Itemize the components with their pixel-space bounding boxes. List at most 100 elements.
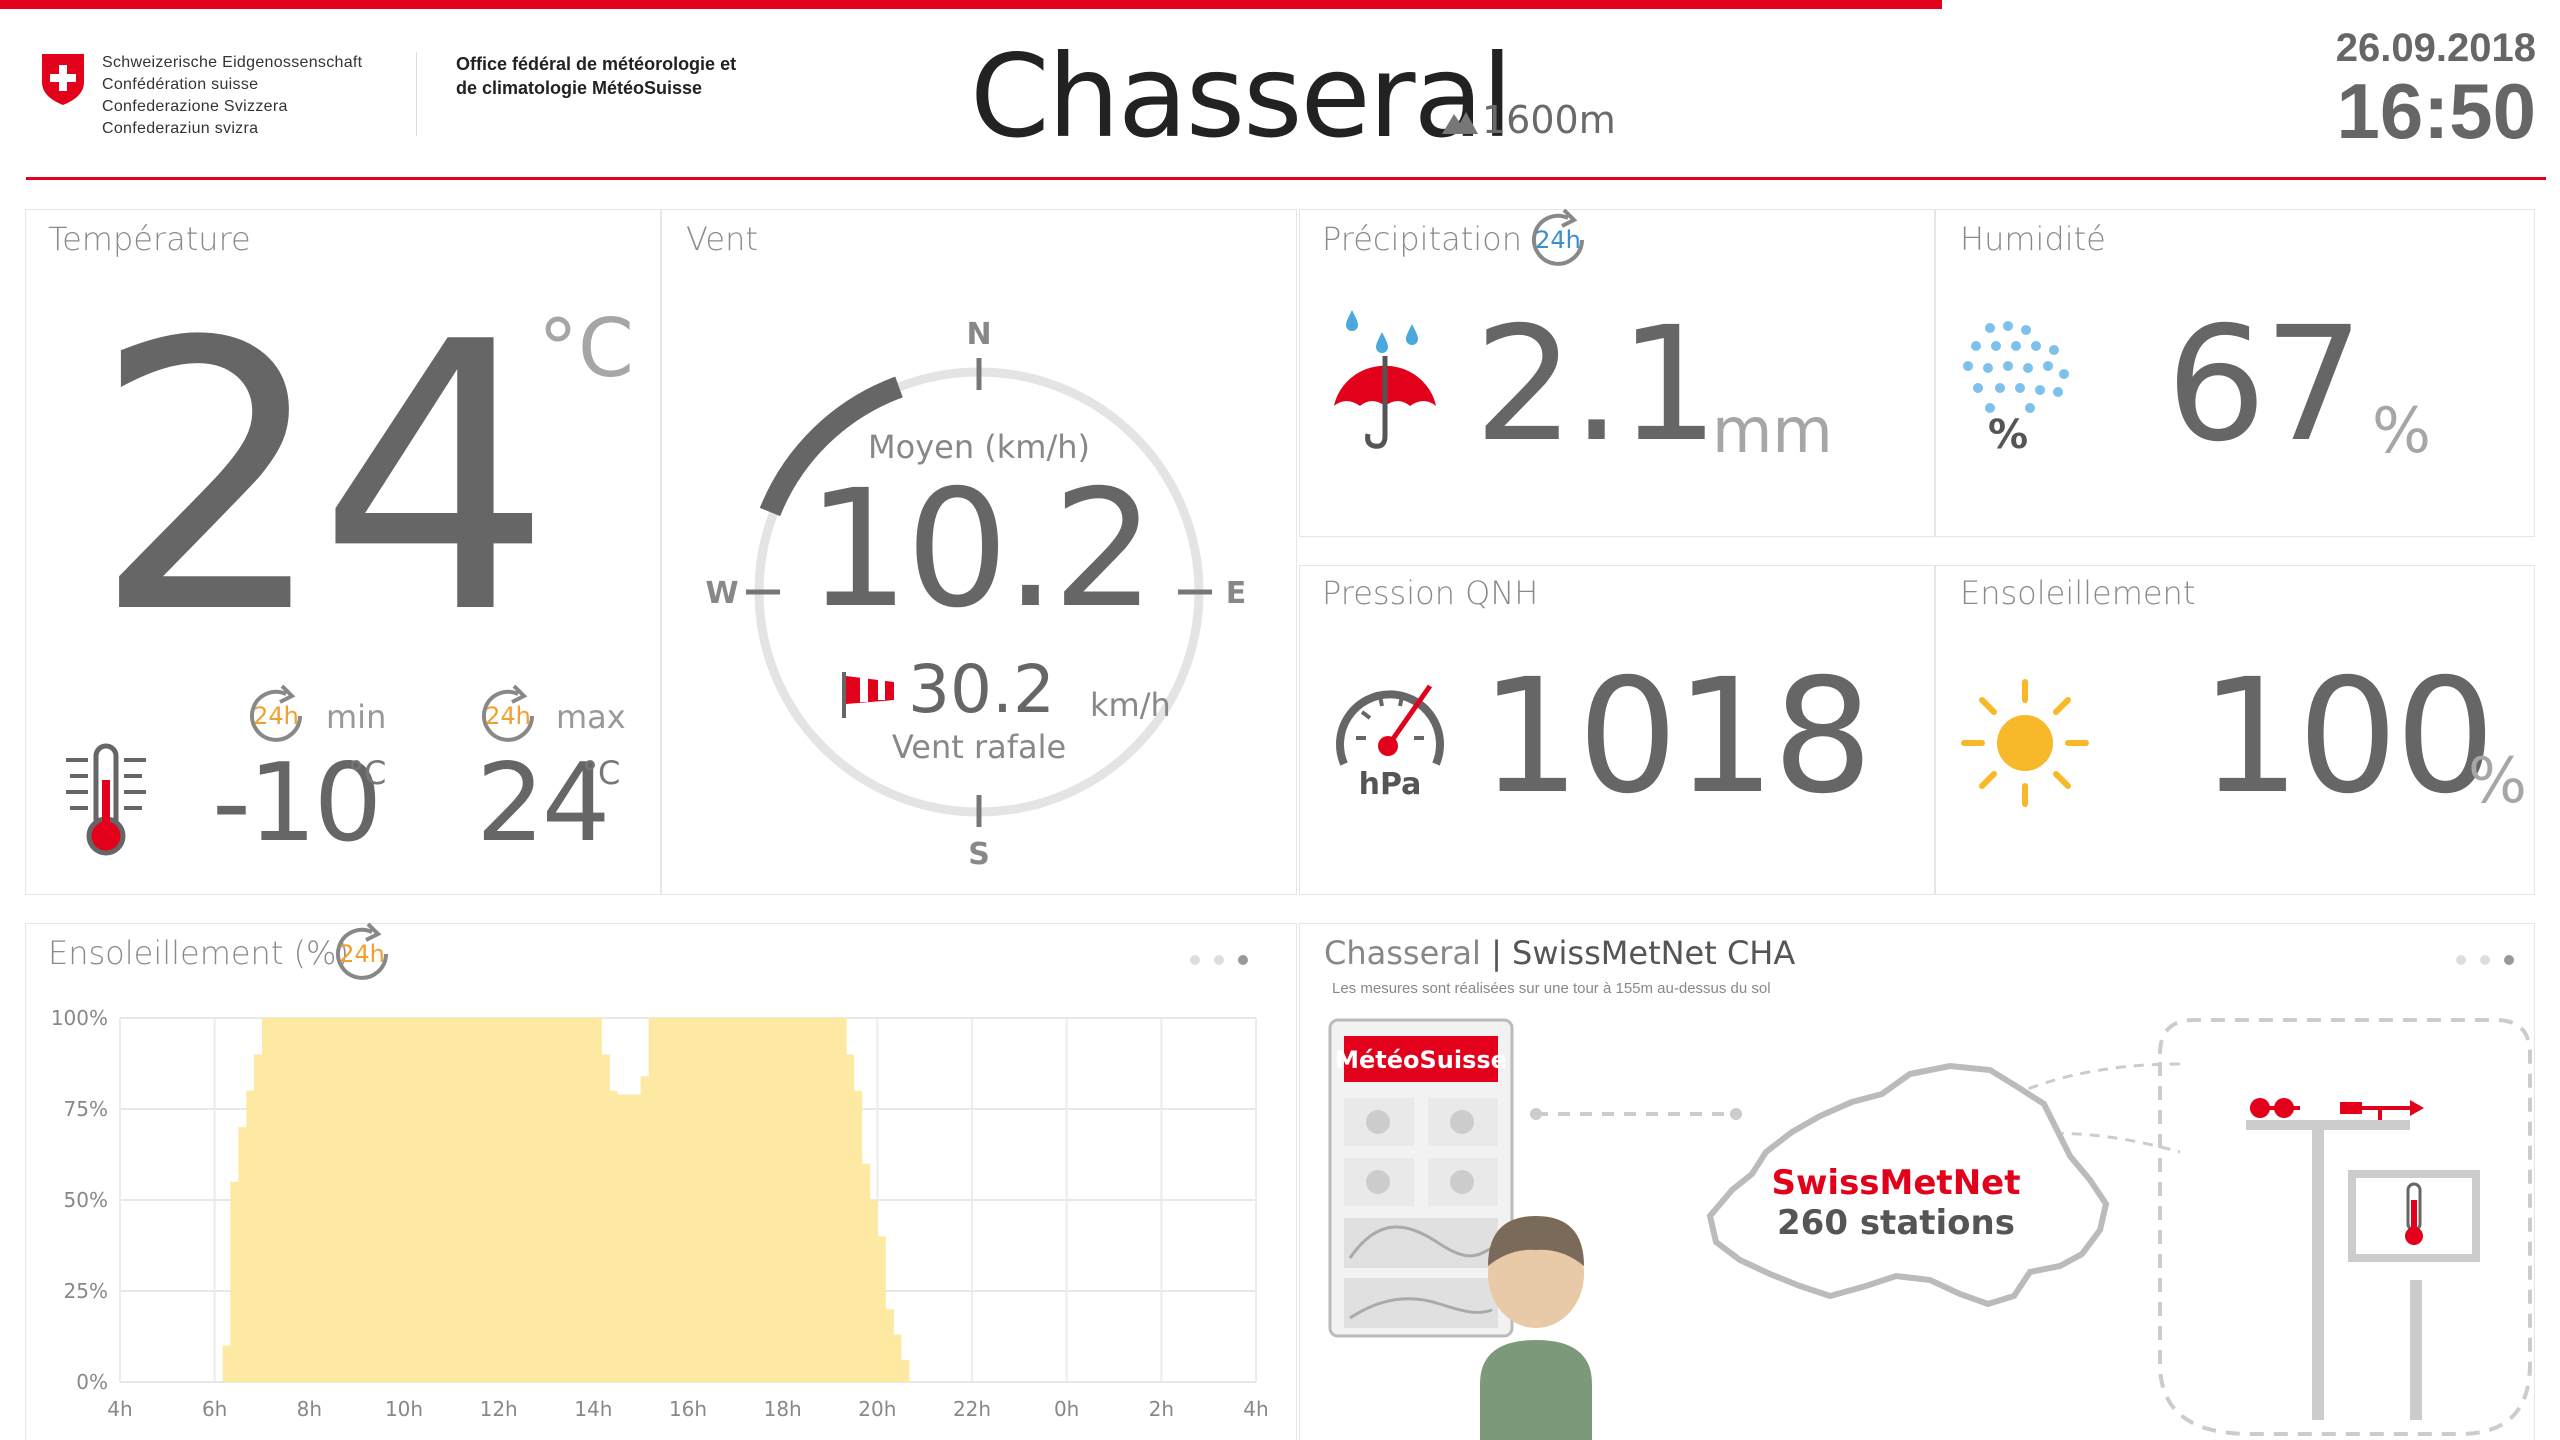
chart-bar — [664, 1018, 673, 1382]
chart-bar — [546, 1018, 555, 1382]
humidity-value: 67 — [2166, 293, 2364, 477]
confederation-line: Confederazione Svizzera — [102, 98, 288, 115]
temperature-panel: Température 24 °C 24h min -10 °C 24h max… — [26, 210, 660, 894]
confederation-line: Confederaziun svizra — [102, 120, 259, 137]
max-period: 24h — [485, 702, 531, 730]
humidity-panel: Humidité % 67 % — [1936, 210, 2534, 536]
max-label: max — [556, 698, 626, 736]
chart-x-tick-label: 10h — [385, 1397, 423, 1421]
chart-bar — [625, 1094, 634, 1382]
sunshine-unit: % — [2468, 744, 2527, 817]
chart-bar — [285, 1018, 295, 1382]
sun-icon — [1961, 679, 2089, 807]
carousel-dot[interactable] — [2480, 955, 2490, 965]
chart-bar — [451, 1018, 460, 1382]
network-illustration: MétéoSuisse SwissMetNet 260 stations — [1328, 1018, 2532, 1440]
chart-bar — [735, 1018, 744, 1382]
chart-bar — [750, 1018, 760, 1382]
chart-x-tick-label: 2h — [1149, 1397, 1174, 1421]
wind-label: Vent — [686, 220, 758, 258]
carousel-dots[interactable] — [1176, 952, 1248, 970]
chart-x-tick-label: 8h — [297, 1397, 322, 1421]
network-subtitle: Les mesures sont réalisées sur une tour … — [1332, 980, 1771, 997]
chart-x-tick-label: 16h — [669, 1397, 707, 1421]
sunshine-value: 100 — [2200, 645, 2496, 829]
min-unit: °C — [348, 754, 387, 792]
humidity-unit: % — [2372, 394, 2431, 467]
wind-gust-unit: km/h — [1090, 686, 1171, 724]
chart-bar — [388, 1018, 397, 1382]
chart-bar — [522, 1018, 531, 1382]
chart-bar — [238, 1127, 247, 1382]
windsock-icon — [842, 672, 894, 718]
chart-x-tick-label: 22h — [953, 1397, 991, 1421]
chart-bar — [632, 1094, 642, 1382]
chart-bar — [608, 1090, 618, 1382]
chart-bar — [601, 1054, 610, 1382]
chart-x-tick-label: 4h — [107, 1397, 132, 1421]
chart-bar — [317, 1018, 326, 1382]
max-unit: °C — [582, 754, 621, 792]
chart-bar — [688, 1018, 697, 1382]
temperature-label: Température — [48, 220, 251, 258]
header-divider — [416, 52, 417, 136]
chart-bar — [656, 1018, 665, 1382]
chart-bar — [380, 1018, 389, 1382]
precipitation-period: 24h — [1535, 226, 1581, 254]
network-station-count: 260 stations — [1777, 1203, 2015, 1243]
network-name: SwissMetNet — [1772, 1163, 2021, 1203]
chart-x-tick-label: 4h — [1243, 1397, 1268, 1421]
chart-bar — [333, 1018, 342, 1382]
wind-panel: Vent N S W E Moyen (km/h) 10.2 30.2 km/h… — [662, 210, 1296, 894]
wind-mean-value: 10.2 — [806, 456, 1156, 644]
compass-north: N — [966, 317, 991, 352]
chart-bar — [767, 1018, 776, 1382]
carousel-dot[interactable] — [1214, 955, 1224, 965]
compass-east: E — [1226, 576, 1247, 611]
chart-bar — [466, 1018, 476, 1382]
chart-bar — [861, 1163, 871, 1382]
chart-bar — [838, 1018, 847, 1382]
chart-bar — [222, 1345, 232, 1382]
chart-bar — [798, 1018, 807, 1382]
temperature-value: 24 — [92, 265, 553, 695]
chart-bar — [435, 1018, 445, 1382]
chart-bar — [711, 1018, 721, 1382]
chart-bar — [759, 1018, 768, 1382]
compass-west: W — [705, 576, 738, 611]
chart-bar — [648, 1018, 658, 1382]
carousel-dot[interactable] — [1190, 955, 1200, 965]
carousel-dots[interactable] — [2442, 952, 2514, 970]
carousel-dot-active[interactable] — [2504, 955, 2514, 965]
barometer-icon: hPa — [1336, 684, 1444, 800]
confederation-names: Schweizerische Eidgenossenschaft Confédé… — [102, 52, 362, 140]
chart-bar — [356, 1018, 366, 1382]
chart-bar — [885, 1309, 894, 1382]
chart-bar — [577, 1018, 587, 1382]
confederation-line: Schweizerische Eidgenossenschaft — [102, 54, 363, 71]
chart-y-tick-label: 75% — [64, 1097, 108, 1121]
chart-bar — [427, 1018, 437, 1382]
chart-bar — [277, 1018, 287, 1382]
carousel-dot-active[interactable] — [1238, 955, 1248, 965]
24h-reset-icon: 24h — [336, 922, 388, 980]
chart-bar — [364, 1018, 374, 1382]
chart-y-tick-label: 50% — [64, 1188, 108, 1212]
min-period: 24h — [253, 702, 299, 730]
confederation-line: Confédération suisse — [102, 76, 259, 93]
sunshine-chart-panel: Ensoleillement (%) 24h 100% 75% 50% 25% 0% 4h… — [26, 922, 1296, 1440]
24h-reset-icon: 24h — [250, 684, 302, 742]
person-illustration — [1480, 1216, 1592, 1440]
pressure-value: 1018 — [1480, 645, 1873, 829]
chart-bar — [719, 1018, 729, 1382]
chart-bar — [412, 1018, 421, 1382]
chart-bar — [253, 1054, 263, 1382]
humidity-drops-icon: % — [1963, 321, 2069, 456]
chart-y-tick-label: 100% — [51, 1006, 108, 1030]
carousel-dot[interactable] — [2456, 955, 2466, 965]
chart-bar — [869, 1200, 878, 1382]
chart-x-tick-label: 12h — [480, 1397, 518, 1421]
chart-bar — [845, 1054, 855, 1382]
compass-south: S — [968, 837, 990, 872]
chart-bar — [593, 1018, 602, 1382]
